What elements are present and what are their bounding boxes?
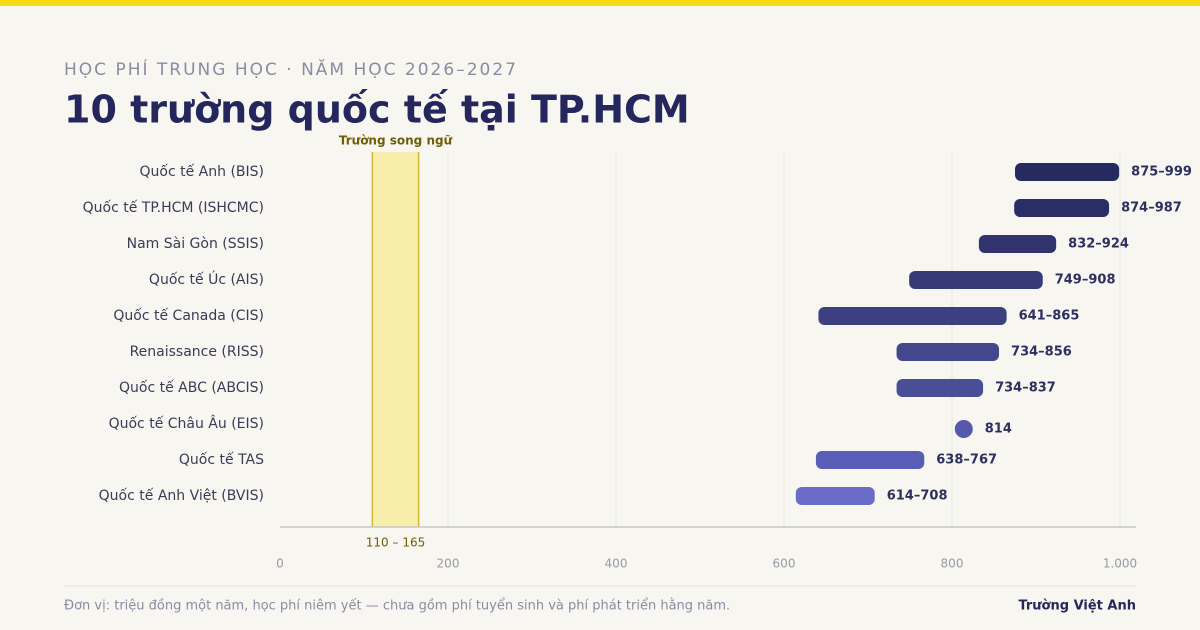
band-label: Trường song ngữ [339, 134, 453, 148]
source: Trường Việt Anh [1018, 599, 1136, 614]
range-bar [909, 271, 1043, 289]
value-label: 749–908 [1055, 273, 1116, 288]
range-bar [896, 343, 1000, 361]
band-range-label: 110 – 165 [366, 536, 425, 550]
value-label: 832–924 [1068, 237, 1129, 252]
category-label: Quốc tế TAS [179, 451, 264, 468]
category-label: Quốc tế TP.HCM (ISHCMC) [83, 199, 264, 216]
reference-band [372, 152, 419, 527]
category-label: Quốc tế Châu Âu (EIS) [109, 414, 264, 432]
top-stripe [0, 0, 1200, 6]
x-tick-label: 600 [773, 557, 796, 571]
point [954, 420, 973, 438]
x-tick-label: 400 [605, 557, 628, 571]
value-label: 875–999 [1131, 165, 1192, 180]
title: 10 trường quốc tế tại TP.HCM [64, 88, 690, 132]
category-label: Nam Sài Gòn (SSIS) [127, 236, 264, 252]
range-bar [1014, 199, 1110, 217]
range-bar [818, 307, 1007, 325]
x-tick-label: 0 [276, 557, 284, 571]
category-label: Quốc tế Úc (AIS) [149, 270, 264, 288]
range-bar [896, 379, 984, 397]
category-label: Quốc tế Canada (CIS) [113, 307, 264, 324]
range-bar [978, 235, 1057, 253]
range-bar [815, 451, 925, 469]
subtitle: HỌC PHÍ TRUNG HỌC · NĂM HỌC 2026–2027 [64, 58, 518, 80]
value-label: 874–987 [1121, 201, 1182, 216]
category-label: Quốc tế Anh Việt (BVIS) [99, 487, 264, 504]
value-label: 814 [985, 422, 1012, 437]
value-label: 638–767 [936, 453, 997, 468]
category-label: Quốc tế ABC (ABCIS) [119, 379, 264, 396]
value-label: 734–837 [995, 381, 1056, 396]
category-label: Quốc tế Anh (BIS) [140, 163, 264, 180]
x-tick-label: 800 [941, 557, 964, 571]
value-label: 641–865 [1019, 309, 1080, 324]
x-tick-label: 1.000 [1103, 557, 1137, 571]
footnote: Đơn vị: triệu đồng một năm, học phí niêm… [64, 599, 730, 614]
range-bar [795, 487, 875, 505]
value-label: 734–856 [1011, 345, 1072, 360]
range-bar [1015, 163, 1120, 181]
value-label: 614–708 [887, 489, 948, 504]
x-tick-label: 200 [437, 557, 460, 571]
category-label: Renaissance (RISS) [130, 344, 264, 360]
